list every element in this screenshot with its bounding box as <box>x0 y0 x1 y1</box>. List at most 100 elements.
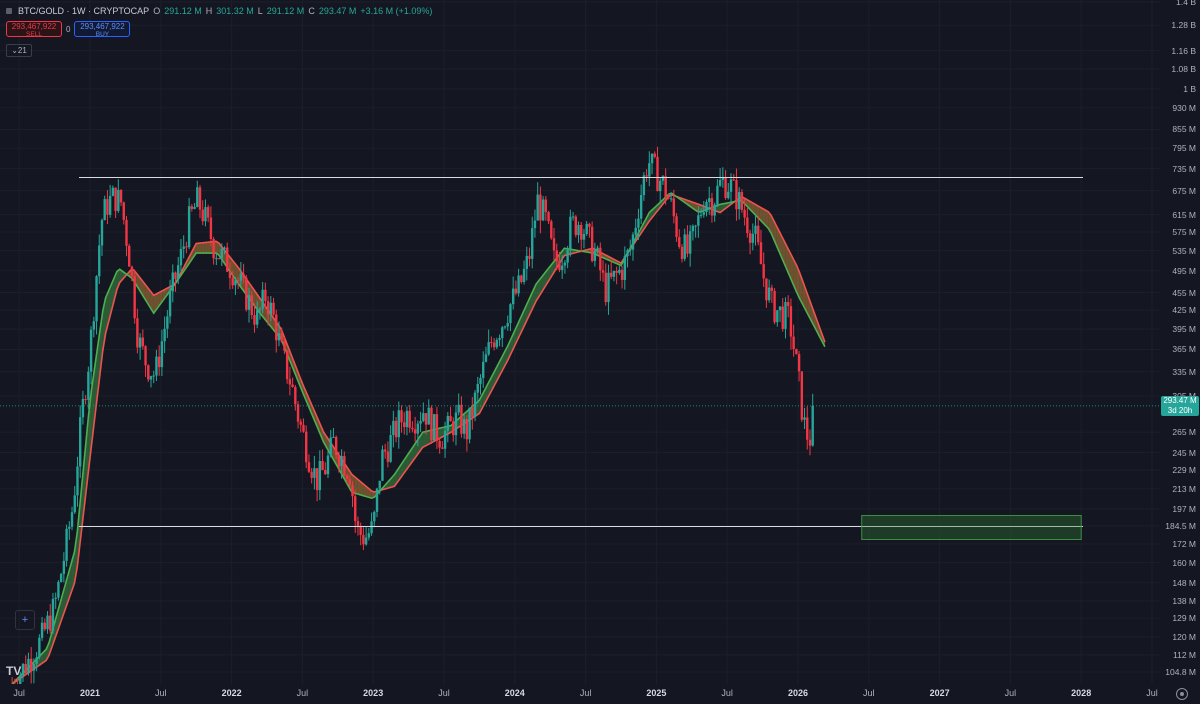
sell-button[interactable]: 293,467,922 SELL <box>6 21 62 38</box>
candle-body <box>536 194 539 221</box>
candle-body <box>743 209 746 218</box>
target-zone-box <box>861 515 1082 540</box>
candle-body <box>375 488 379 512</box>
candle-body <box>392 420 395 436</box>
candle-body <box>381 449 384 481</box>
time-tick-label: Jul <box>155 688 167 698</box>
candle-body <box>65 528 68 561</box>
candle-body <box>73 495 76 513</box>
price-tick-label: 172 M <box>1172 538 1196 549</box>
sell-price: 293,467,922 <box>11 22 57 31</box>
price-chart[interactable] <box>0 0 1160 684</box>
candle-body <box>460 404 463 434</box>
settings-gear-icon[interactable] <box>1176 688 1188 700</box>
candle-body <box>318 461 322 491</box>
candle-body <box>699 214 703 216</box>
candle-body <box>351 485 354 497</box>
candle-body <box>517 275 520 294</box>
candle-body <box>710 198 714 216</box>
candle-body <box>520 275 523 282</box>
candle-body <box>313 468 316 478</box>
candle-body <box>754 225 757 234</box>
ema-ribbon-segment <box>788 248 791 279</box>
indicators-toggle[interactable]: ⌄21 <box>6 44 32 57</box>
time-axis[interactable]: Jul 2021 Jul 2022 Jul 2023 Jul 2024 Jul 2025 Jul 20… <box>0 684 1160 704</box>
candle-body <box>307 462 311 472</box>
price-tick-label: 112 M <box>1173 649 1196 660</box>
candle-body <box>383 449 387 452</box>
ema-ribbon-segment <box>317 419 321 436</box>
bar-countdown: 3d 20h <box>1167 405 1193 415</box>
ema-ribbon-segment <box>201 242 205 254</box>
price-axis[interactable]: 1.4 B 1.28 B 1.16 B 1.08 B 1 B 930 M 855 M 795 … <box>1160 0 1200 704</box>
candle-body <box>432 414 436 441</box>
candle-body <box>653 153 656 157</box>
candle-body <box>539 194 542 221</box>
crosshair-tool-icon[interactable]: + <box>15 610 35 630</box>
ema-ribbon-segment <box>153 293 157 314</box>
ema-fast-line <box>11 192 826 684</box>
candle-body <box>182 246 185 249</box>
candle-body <box>38 637 41 658</box>
price-tick-label: 855 M <box>1172 124 1196 135</box>
ema-ribbon-segment <box>717 204 721 213</box>
chart-pane[interactable] <box>0 0 1160 684</box>
candle-body <box>479 377 482 384</box>
candle-body <box>57 581 60 598</box>
candle-body <box>294 387 297 405</box>
candle-body <box>781 306 784 329</box>
candle-body <box>343 456 346 476</box>
price-tick-label: 930 M <box>1172 102 1196 113</box>
candle-body <box>803 417 806 420</box>
candle-body <box>718 179 722 186</box>
candle-body <box>506 323 509 327</box>
ema-ribbon-segment <box>199 242 202 254</box>
candle-body <box>473 392 477 417</box>
quick-trade-panel: 293,467,922 SELL 0 293,467,922 BUY <box>6 21 131 38</box>
candle-body <box>111 187 115 196</box>
buy-button[interactable]: 293,467,922 BUY <box>74 21 131 38</box>
candle-body <box>40 622 44 638</box>
last-price-tag: 293.47 M 3d 20h <box>1161 395 1199 416</box>
candle-body <box>596 247 599 251</box>
candle-body <box>612 270 616 277</box>
candle-body <box>806 417 809 440</box>
time-tick-label: Jul <box>721 688 733 698</box>
candle-body <box>582 233 586 240</box>
candle-body <box>490 342 493 344</box>
tradingview-logo-icon[interactable]: TV <box>6 664 22 678</box>
candle-body <box>416 423 420 434</box>
candle-body <box>190 206 194 209</box>
candle-body <box>21 663 25 676</box>
time-tick-label: 2024 <box>504 688 525 698</box>
candle-body <box>296 404 300 422</box>
candle-body <box>770 287 774 291</box>
candle-body <box>639 195 643 219</box>
candle-body <box>321 461 324 471</box>
candle-body <box>49 615 52 631</box>
candle-body <box>580 224 583 240</box>
candle-body <box>217 258 221 260</box>
symbol-title[interactable]: BTC/GOLD · 1W · CRYPTOCAP <box>18 6 150 16</box>
candle-body <box>340 456 343 467</box>
candle-body <box>648 163 651 177</box>
candle-body <box>89 329 93 372</box>
candle-body <box>601 270 605 273</box>
candle-body <box>729 179 733 192</box>
candle-body <box>362 534 365 545</box>
candle-body <box>59 573 63 582</box>
candle-body <box>686 234 689 254</box>
candle-body <box>125 219 128 246</box>
time-tick-label: 2025 <box>646 688 667 698</box>
price-tick-label: 425 M <box>1172 305 1196 316</box>
price-tick-label: 160 M <box>1172 557 1196 568</box>
candle-body <box>708 198 711 202</box>
candle-body <box>528 255 531 259</box>
price-tick-label: 1.16 B <box>1171 45 1196 56</box>
ema-ribbon-segment <box>793 259 797 293</box>
candle-body <box>201 209 204 222</box>
candle-body <box>236 280 240 282</box>
candle-body <box>136 318 139 348</box>
candle-body <box>525 255 528 269</box>
candle-body <box>664 176 667 198</box>
